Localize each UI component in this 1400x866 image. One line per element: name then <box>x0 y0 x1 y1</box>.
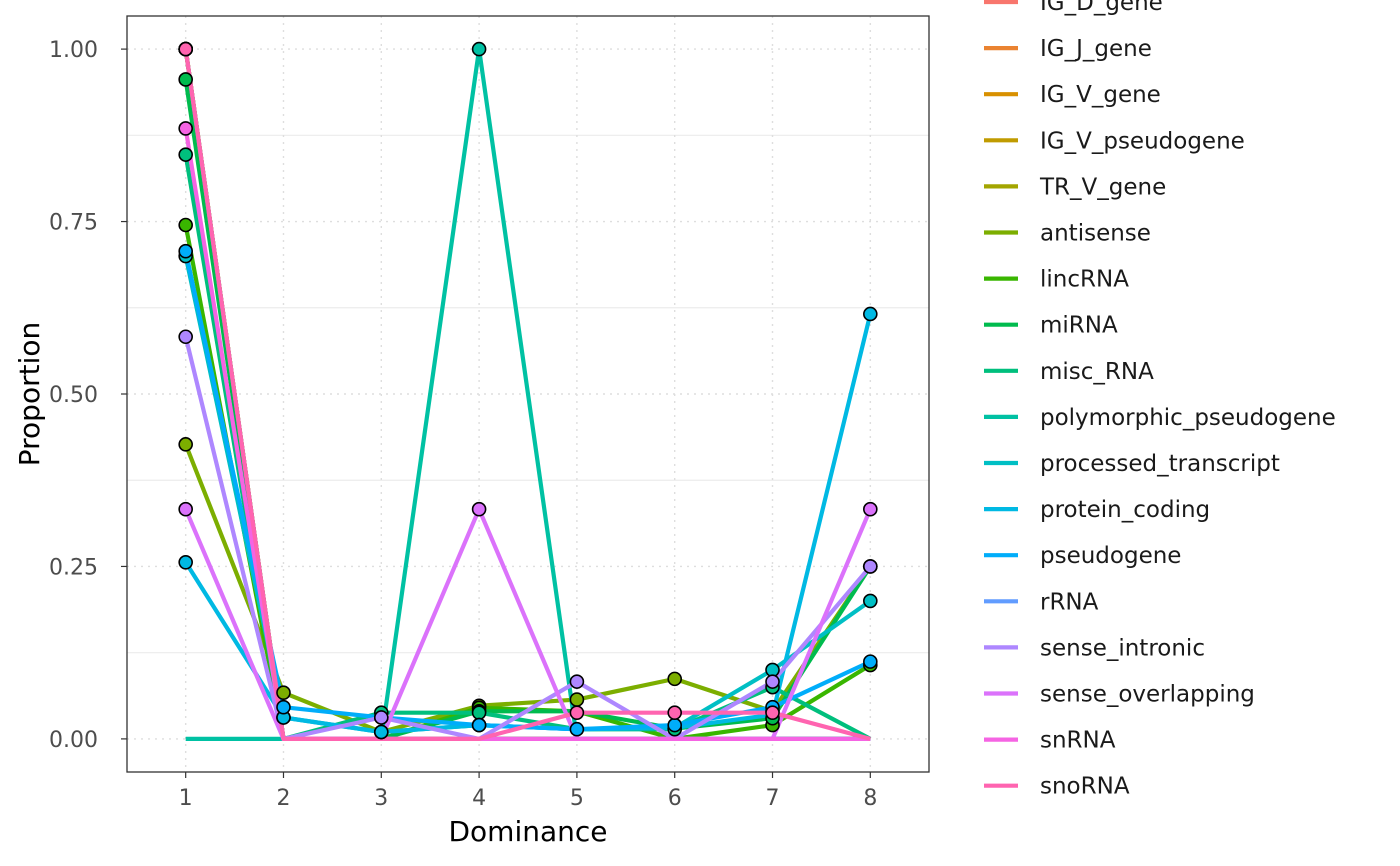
data-point-pseudogene <box>569 721 585 737</box>
series-lines <box>183 47 873 741</box>
x-tick-label: 6 <box>668 786 682 811</box>
x-axis-title: Dominance <box>448 815 607 848</box>
y-tick-label: 1.00 <box>49 38 98 63</box>
legend-label: IG_D_gene <box>1040 0 1163 16</box>
legend-label: IG_V_pseudogene <box>1040 128 1245 154</box>
data-point-sense_intronic <box>863 559 878 574</box>
legend-label: snRNA <box>1040 728 1116 754</box>
legend-item-protein_coding: protein_coding <box>984 497 1210 523</box>
data-point-misc_RNA <box>178 147 193 162</box>
legend-label: TR_V_gene <box>1039 174 1166 200</box>
data-point-miRNA <box>178 72 193 87</box>
x-tick-label: 4 <box>472 786 486 811</box>
legend-item-IG_D_gene: IG_D_gene <box>984 0 1163 16</box>
legend-label: rRNA <box>1040 589 1099 615</box>
series-line-snRNA <box>183 128 871 741</box>
legend-item-snoRNA: snoRNA <box>984 774 1130 800</box>
data-point-pseudogene <box>863 654 878 669</box>
legend-item-pseudogene: pseudogene <box>984 543 1181 569</box>
legend-item-lincRNA: lincRNA <box>984 267 1129 293</box>
data-point-sense_intronic <box>373 710 389 725</box>
legend-label: IG_V_gene <box>1040 82 1161 108</box>
x-tick-label: 5 <box>570 786 584 811</box>
x-tick-label: 2 <box>276 786 290 811</box>
series-line-miRNA <box>183 79 873 741</box>
data-point-pseudogene <box>667 717 683 733</box>
data-point-misc_RNA <box>471 705 487 720</box>
x-tick-label: 8 <box>863 786 877 811</box>
data-point-processed_transcript <box>863 593 878 609</box>
y-axis-title: Proportion <box>13 322 46 466</box>
data-point-sense_intronic <box>765 674 780 689</box>
series-line-antisense <box>183 443 873 735</box>
data-point-snoRNA <box>569 705 585 720</box>
legend-item-rRNA: rRNA <box>984 589 1099 615</box>
series-line-snoRNA <box>183 48 871 741</box>
y-tick-label: 0.50 <box>49 383 98 408</box>
legend-label: lincRNA <box>1040 267 1129 293</box>
legend-label: sense_overlapping <box>1040 682 1255 708</box>
y-tick-label: 0.75 <box>49 211 98 236</box>
data-point-polymorphic_pseudogene <box>471 41 487 57</box>
legend-item-misc_RNA: misc_RNA <box>984 359 1154 385</box>
series-markers <box>178 41 878 740</box>
legend-item-sense_overlapping: sense_overlapping <box>984 682 1255 708</box>
legend-item-IG_V_pseudogene: IG_V_pseudogene <box>984 128 1245 154</box>
data-point-lincRNA <box>178 217 193 233</box>
data-point-sense_intronic <box>569 674 585 689</box>
x-tick-label: 7 <box>766 786 780 811</box>
series-line-processed_transcript <box>183 255 872 735</box>
legend: IG_D_gene IG_J_gene IG_V_gene IG_V_pseudoge… <box>984 0 1336 800</box>
legend-item-miRNA: miRNA <box>984 313 1118 339</box>
series-line-pseudogene <box>183 250 872 732</box>
y-tick-label: 0.25 <box>49 555 98 580</box>
data-point-pseudogene <box>178 243 193 259</box>
y-tick-label: 0.00 <box>49 728 98 753</box>
legend-label: misc_RNA <box>1040 359 1154 385</box>
data-point-sense_overlapping <box>471 501 487 517</box>
legend-item-snRNA: snRNA <box>984 728 1116 754</box>
data-point-antisense <box>569 692 585 707</box>
legend-item-sense_intronic: sense_intronic <box>984 635 1205 661</box>
legend-label: antisense <box>1040 221 1151 247</box>
x-tick-label: 1 <box>179 786 193 811</box>
legend-item-polymorphic_pseudogene: polymorphic_pseudogene <box>984 405 1336 431</box>
data-point-antisense <box>667 671 683 687</box>
legend-item-IG_J_gene: IG_J_gene <box>984 36 1152 62</box>
data-point-pseudogene <box>471 717 487 733</box>
legend-item-TR_V_gene: TR_V_gene <box>984 174 1166 200</box>
data-point-antisense <box>276 685 291 700</box>
data-point-snRNA <box>178 121 193 136</box>
legend-item-antisense: antisense <box>984 221 1151 247</box>
data-point-snoRNA <box>765 705 780 720</box>
legend-label: processed_transcript <box>1040 451 1280 477</box>
data-point-protein_coding <box>863 306 878 322</box>
axes: 0.00 0.25 0.50 0.75 1.00 1 2 3 4 5 6 7 8 <box>49 38 877 811</box>
legend-label: miRNA <box>1040 313 1118 339</box>
data-point-snoRNA <box>178 41 193 57</box>
data-point-protein_coding <box>373 724 389 740</box>
grid <box>127 16 929 772</box>
data-point-pseudogene <box>276 699 291 715</box>
legend-item-processed_transcript: processed_transcript <box>984 451 1280 477</box>
legend-label: polymorphic_pseudogene <box>1040 405 1336 431</box>
series-line-misc_RNA <box>183 154 872 741</box>
data-point-snoRNA <box>667 705 683 720</box>
legend-label: pseudogene <box>1040 543 1181 569</box>
legend-item-IG_V_gene: IG_V_gene <box>984 82 1161 108</box>
legend-label: snoRNA <box>1040 774 1130 800</box>
data-point-sense_intronic <box>178 329 193 345</box>
data-point-sense_overlapping <box>863 501 878 517</box>
legend-label: protein_coding <box>1040 497 1210 523</box>
legend-label: sense_intronic <box>1040 635 1205 661</box>
data-point-antisense <box>178 437 193 452</box>
legend-label: IG_J_gene <box>1040 36 1152 62</box>
data-point-protein_coding <box>178 555 193 570</box>
x-tick-label: 3 <box>374 786 388 811</box>
series-line-lincRNA <box>183 224 872 741</box>
series-line-sense_intronic <box>183 336 872 741</box>
data-point-sense_overlapping <box>178 501 193 517</box>
